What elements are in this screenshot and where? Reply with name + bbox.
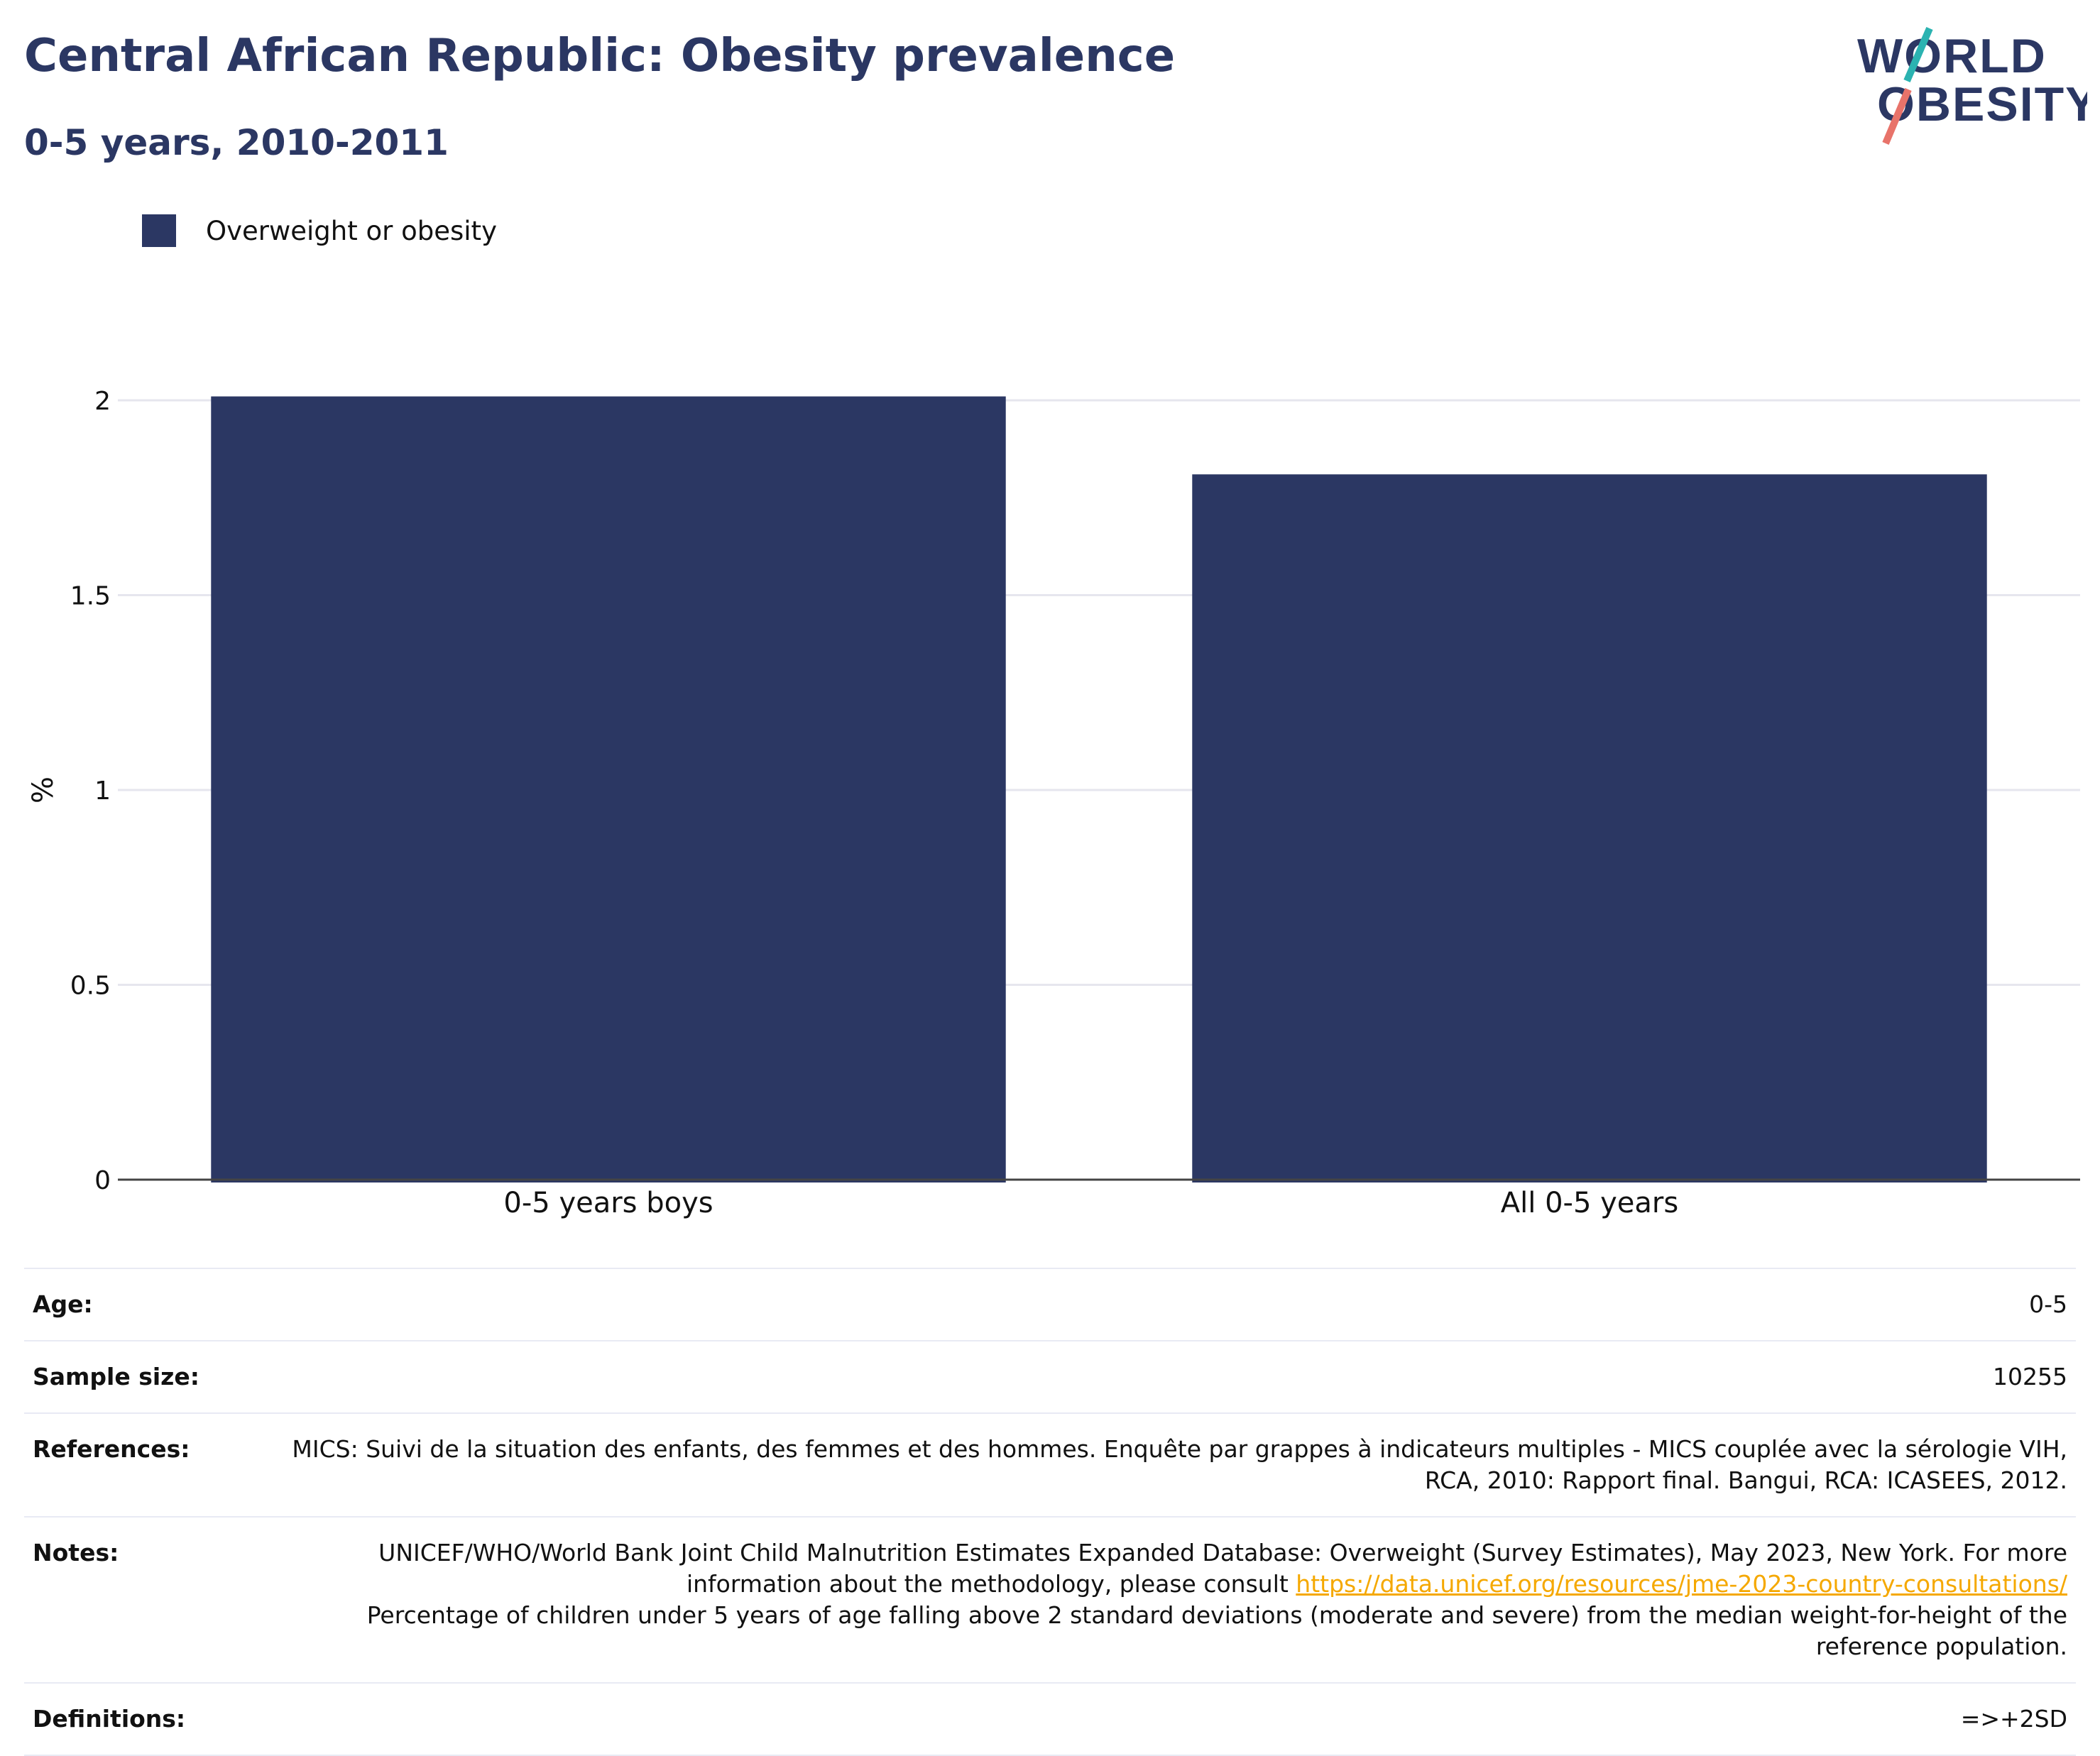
bar xyxy=(1192,474,1987,1182)
logo-slash-teal xyxy=(1903,27,1933,82)
sample-size-value: 10255 xyxy=(268,1340,2076,1413)
y-tick-label: 2 xyxy=(94,387,111,416)
y-axis-label: % xyxy=(27,777,60,803)
age-label: Age: xyxy=(24,1268,268,1341)
chart-legend: Overweight or obesity xyxy=(142,213,497,248)
legend-label: Overweight or obesity xyxy=(206,215,497,246)
info-row-notes: Notes: UNICEF/WHO/World Bank Joint Child… xyxy=(24,1516,2076,1683)
chart-subtitle: 0-5 years, 2010-2011 xyxy=(24,122,449,163)
logo-slash-coral xyxy=(1882,88,1912,145)
info-table: Age: 0-5 Sample size: 10255 References: … xyxy=(24,1268,2076,1756)
notes-value: UNICEF/WHO/World Bank Joint Child Malnut… xyxy=(268,1516,2076,1683)
y-tick-label: 0.5 xyxy=(70,972,111,1001)
references-label: References: xyxy=(24,1412,268,1517)
notes-link[interactable]: https://data.unicef.org/resources/jme-20… xyxy=(1296,1570,2067,1598)
info-row-definitions: Definitions: =>+2SD xyxy=(24,1682,2076,1756)
bar-chart: 0 0.5 1 1.5 2% 0-5 years boys All 0-5 years xyxy=(27,387,2080,1219)
info-row-references: References: MICS: Suivi de la situation … xyxy=(24,1412,2076,1517)
legend-swatch xyxy=(142,214,176,247)
bar xyxy=(211,396,1006,1182)
x-tick-label: All 0-5 years xyxy=(1501,1187,1678,1219)
sample-size-label: Sample size: xyxy=(24,1340,268,1413)
definitions-value: =>+2SD xyxy=(268,1682,2076,1756)
y-tick-label: 1 xyxy=(94,777,111,806)
info-row-age: Age: 0-5 xyxy=(24,1268,2076,1341)
logo-word-world: WORLD xyxy=(1857,29,2047,83)
y-tick-label: 0 xyxy=(94,1166,111,1195)
notes-label: Notes: xyxy=(24,1516,268,1683)
world-obesity-logo: WORLD OBESITY xyxy=(1857,27,2087,145)
y-tick-label: 1.5 xyxy=(70,582,111,611)
notes-text: UNICEF/WHO/World Bank Joint Child Malnut… xyxy=(378,1539,2067,1598)
logo-word-obesity: OBESITY xyxy=(1877,77,2087,131)
references-value: MICS: Suivi de la situation des enfants,… xyxy=(268,1412,2076,1517)
age-value: 0-5 xyxy=(268,1268,2076,1341)
chart-title: Central African Republic: Obesity preval… xyxy=(24,30,1176,82)
definitions-label: Definitions: xyxy=(24,1682,268,1756)
x-tick-label: 0-5 years boys xyxy=(503,1187,713,1219)
info-row-sample-size: Sample size: 10255 xyxy=(24,1340,2076,1413)
notes-text-definition: Percentage of children under 5 years of … xyxy=(366,1601,2067,1660)
